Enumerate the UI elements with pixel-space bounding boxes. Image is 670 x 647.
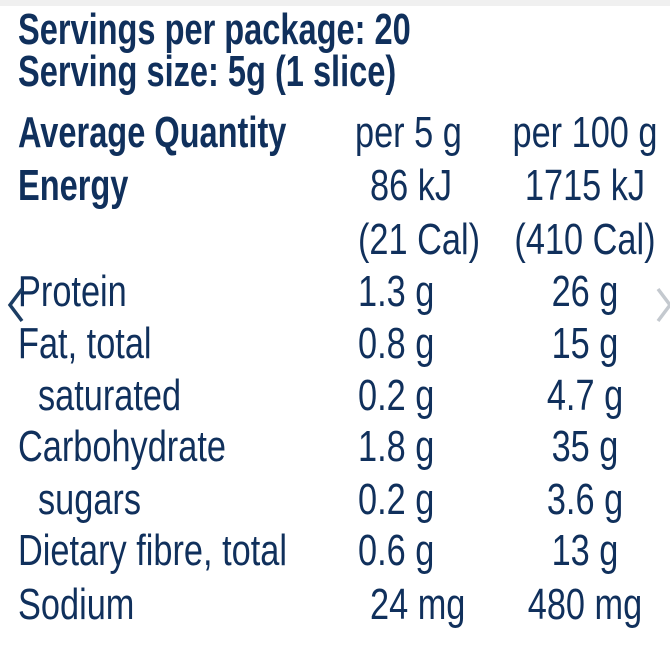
row-col2: 4.7 g: [546, 371, 624, 420]
header-name: Average Quantity: [18, 108, 287, 157]
row-col2: 35 g: [551, 422, 619, 471]
row-col1: (21 Cal): [358, 215, 481, 264]
row-name: Energy: [18, 161, 129, 210]
header-col1: per 5 g: [355, 108, 462, 157]
row-col2: 1715 kJ: [524, 161, 646, 210]
table-row: Dietary fibre, total 0.6 g 13 g: [0, 525, 670, 577]
row-name: sugars: [38, 475, 142, 524]
serving-size: Serving size: 5g (1 slice): [18, 47, 397, 96]
table-row: Sodium 24 mg 480 mg: [0, 579, 670, 631]
row-col2: 3.6 g: [546, 475, 624, 524]
table-row: Fat, total 0.8 g 15 g: [0, 318, 670, 370]
table-row: Protein 1.3 g 26 g: [0, 266, 670, 318]
row-name: Fat, total: [18, 319, 152, 368]
row-col1: 1.3 g: [358, 267, 435, 316]
top-divider: [0, 0, 670, 6]
row-col1: 1.8 g: [358, 422, 435, 471]
row-col1: 24 mg: [370, 580, 466, 629]
row-name: Carbohydrate: [18, 422, 226, 471]
header-row: Average Quantity per 5 g per 100 g: [0, 107, 670, 159]
row-col2: 480 mg: [527, 580, 643, 629]
row-name: saturated: [38, 371, 182, 420]
row-col1: 0.2 g: [358, 475, 435, 524]
row-col2: 15 g: [551, 319, 619, 368]
chevron-left-icon: [7, 287, 24, 323]
row-col1: 0.8 g: [358, 319, 435, 368]
chevron-right-icon: [656, 287, 670, 323]
row-col1: 86 kJ: [370, 161, 453, 210]
servings-per-package-row: Servings per package: 20: [0, 4, 670, 56]
table-row: sugars 0.2 g 3.6 g: [0, 474, 670, 526]
row-name: Sodium: [18, 580, 135, 629]
row-col1: 0.6 g: [358, 526, 435, 575]
row-col2: 26 g: [551, 267, 619, 316]
table-row: saturated 0.2 g 4.7 g: [0, 370, 670, 422]
carousel-prev-button[interactable]: [6, 285, 26, 325]
table-row: Energy 86 kJ 1715 kJ: [0, 160, 670, 212]
table-row: (21 Cal) (410 Cal): [0, 214, 670, 266]
row-col2: (410 Cal): [514, 215, 656, 264]
header-col2: per 100 g: [512, 108, 658, 157]
row-col2: 13 g: [551, 526, 619, 575]
row-name: Protein: [18, 267, 127, 316]
serving-size-row: Serving size: 5g (1 slice): [0, 46, 670, 98]
table-row: Carbohydrate 1.8 g 35 g: [0, 421, 670, 473]
row-col1: 0.2 g: [358, 371, 435, 420]
servings-per-package: Servings per package: 20: [18, 5, 411, 54]
carousel-next-button[interactable]: [654, 285, 670, 325]
row-name: Dietary fibre, total: [18, 526, 287, 575]
